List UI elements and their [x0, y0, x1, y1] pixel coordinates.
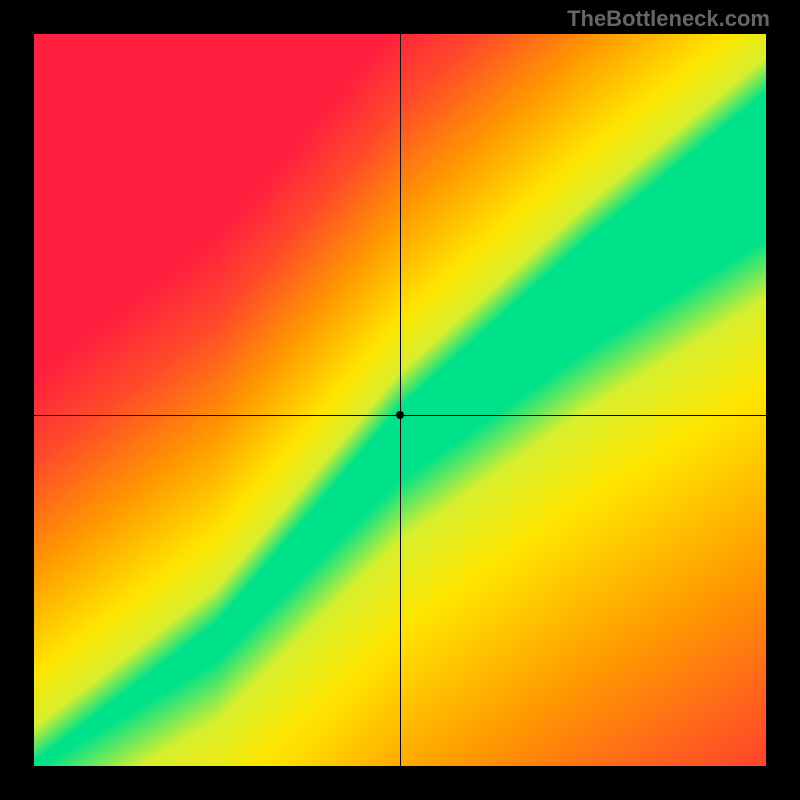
crosshair-vertical: [400, 34, 401, 766]
plot-area: [34, 34, 766, 766]
chart-container: TheBottleneck.com: [0, 0, 800, 800]
watermark-text: TheBottleneck.com: [567, 6, 770, 32]
crosshair-marker: [396, 411, 404, 419]
